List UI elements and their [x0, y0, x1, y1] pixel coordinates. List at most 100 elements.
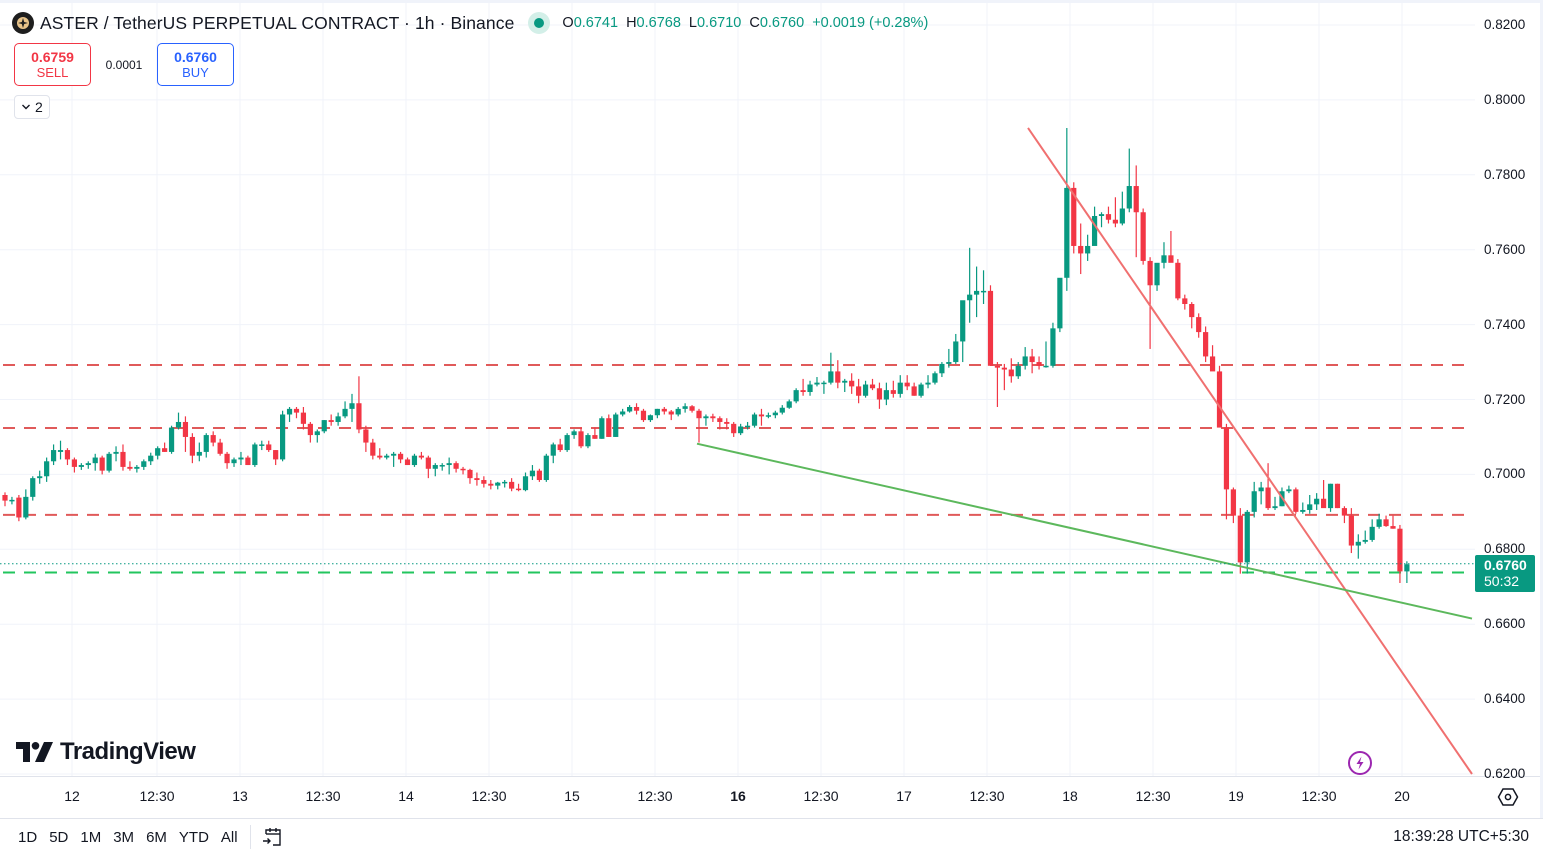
candle: [1182, 294, 1188, 310]
symbol-title[interactable]: ASTER / TetherUS PERPETUAL CONTRACT · 1h…: [40, 12, 515, 33]
candle: [599, 416, 605, 439]
candle: [1223, 423, 1230, 520]
candle: [842, 378, 848, 393]
candle: [1001, 363, 1007, 391]
candle: [1307, 494, 1313, 514]
chart-settings-icon[interactable]: [1497, 786, 1519, 813]
buy-button[interactable]: 0.6760 BUY: [157, 43, 234, 86]
candle: [1209, 345, 1216, 372]
candle: [869, 378, 876, 391]
candle: [606, 414, 612, 437]
candle: [1029, 348, 1035, 374]
range-button-5d[interactable]: 5D: [49, 828, 69, 846]
candle: [1251, 481, 1257, 518]
candle: [1105, 206, 1112, 224]
candle: [1203, 326, 1209, 363]
candle: [613, 412, 619, 437]
range-button-3m[interactable]: 3M: [113, 828, 135, 846]
candle: [765, 412, 771, 419]
high-label: H: [626, 15, 637, 31]
candle: [980, 270, 987, 305]
price-chart[interactable]: [0, 0, 1543, 818]
time-axis-label: 18: [1062, 788, 1078, 804]
candle: [994, 362, 1001, 407]
candle: [1397, 524, 1403, 584]
candle: [1119, 191, 1125, 226]
trade-panel: 0.6759 SELL 0.0001 0.6760 BUY: [14, 43, 234, 86]
candle: [1126, 148, 1132, 213]
market-open-status-icon: [528, 12, 551, 34]
time-axis-label: 16: [730, 788, 746, 804]
range-button-6m[interactable]: 6M: [146, 828, 167, 846]
candle: [85, 461, 91, 469]
open-label: O: [562, 15, 574, 31]
candle: [779, 405, 785, 415]
range-button-all[interactable]: All: [220, 828, 238, 846]
spread-value: 0.0001: [105, 57, 143, 72]
last-price-badge: 0.6760 50:32: [1475, 555, 1535, 592]
range-button-ytd[interactable]: YTD: [178, 828, 209, 846]
candle: [744, 421, 751, 430]
candle: [224, 451, 230, 469]
candle: [488, 480, 494, 490]
candle: [856, 378, 862, 404]
sell-button[interactable]: 0.6759 SELL: [14, 43, 91, 86]
candle: [71, 457, 77, 473]
open-value: 0.6741: [573, 15, 619, 31]
clock-timezone[interactable]: 18:39:28 UTC+5:30: [1393, 828, 1529, 845]
high-value: 0.6768: [636, 15, 681, 31]
candle: [724, 418, 730, 430]
candle: [1008, 358, 1014, 383]
candle: [849, 373, 855, 394]
last-price-value: 0.6760: [1484, 557, 1527, 573]
candle: [800, 378, 806, 396]
candle: [44, 457, 50, 482]
candle: [807, 380, 813, 396]
candle: [703, 414, 709, 426]
candle: [543, 453, 549, 482]
candle: [1112, 197, 1118, 228]
time-axis-label: 14: [398, 788, 414, 804]
candle: [772, 410, 778, 419]
candle: [682, 403, 688, 413]
candle: [217, 438, 223, 456]
goto-date-icon[interactable]: [261, 825, 285, 849]
candle: [620, 408, 626, 417]
time-axis-label: 12:30: [969, 788, 1005, 804]
candle: [751, 412, 758, 428]
candle: [30, 476, 36, 501]
candle: [16, 494, 22, 522]
range-button-1m[interactable]: 1M: [80, 828, 102, 846]
candle: [210, 431, 216, 447]
candle: [738, 423, 744, 436]
time-axis-label: 19: [1228, 788, 1244, 804]
time-axis-label: 12:30: [305, 788, 341, 804]
candle: [1022, 347, 1028, 370]
candle: [162, 442, 168, 452]
candle: [300, 406, 307, 430]
candle: [925, 375, 931, 389]
candle: [675, 406, 681, 417]
price-axis-label: 0.8000: [1484, 91, 1526, 107]
candle: [1390, 515, 1396, 529]
candle: [932, 371, 938, 385]
range-button-1d[interactable]: 1D: [18, 828, 38, 846]
candle: [1057, 277, 1063, 333]
candle: [668, 409, 674, 421]
candle: [522, 472, 529, 492]
candle: [918, 382, 924, 398]
indicators-count: 2: [35, 99, 43, 115]
candle: [175, 412, 182, 430]
candle: [1050, 322, 1056, 368]
tradingview-logo[interactable]: TradingView: [16, 738, 196, 766]
candle: [78, 463, 84, 470]
buy-label: BUY: [182, 64, 209, 80]
candle: [356, 376, 362, 434]
indicators-toggle-button[interactable]: 2: [14, 95, 50, 119]
candle: [939, 362, 945, 378]
candle: [370, 438, 376, 460]
chart-grid: [0, 0, 1543, 777]
candle: [1216, 365, 1223, 428]
time-axis-label: 17: [896, 788, 912, 804]
flash-icon[interactable]: [1347, 750, 1373, 781]
